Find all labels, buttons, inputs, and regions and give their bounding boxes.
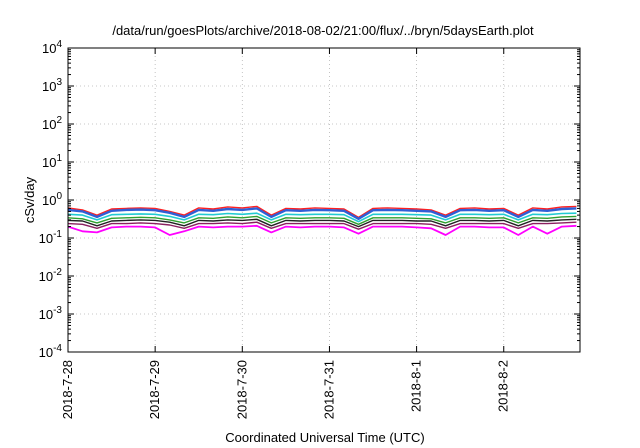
series-line <box>67 207 577 220</box>
y-tick-label: 101 <box>42 153 62 170</box>
x-tick-label: 2018-7-29 <box>147 360 162 419</box>
y-tick-label: 10-3 <box>39 305 63 322</box>
x-tick-label: 2018-7-30 <box>234 360 249 419</box>
y-axis-label: cSv/day <box>22 176 37 223</box>
y-tick-label: 10-2 <box>39 267 63 284</box>
chart-title: /data/run/goesPlots/archive/2018-08-02/2… <box>112 23 534 38</box>
series-line <box>67 221 577 230</box>
series-line <box>67 205 577 218</box>
series-line <box>67 224 577 236</box>
y-axis: 10-4 10-3 10-2 10-1 100 101 102 103 104 <box>39 39 580 360</box>
grid <box>68 48 580 352</box>
x-tick-label: 2018-8-2 <box>496 360 511 412</box>
y-tick-label: 103 <box>42 77 62 94</box>
series-line <box>67 212 577 223</box>
y-tick-label: 104 <box>42 39 62 56</box>
series-line <box>67 218 577 228</box>
series-group <box>67 205 577 236</box>
x-axis-label: Coordinated Universal Time (UTC) <box>225 430 424 445</box>
x-tick-label: 2018-7-28 <box>60 360 75 419</box>
y-tick-label: 100 <box>42 191 62 208</box>
series-line <box>67 215 577 225</box>
x-tick-label: 2018-7-31 <box>321 360 336 419</box>
y-tick-label: 10-4 <box>39 343 63 360</box>
y-tick-label: 10-1 <box>39 229 63 246</box>
x-axis: 2018-7-28 2018-7-29 2018-7-30 2018-7-31 2018… <box>60 48 511 419</box>
x-tick-label: 2018-8-1 <box>409 360 424 412</box>
y-tick-label: 102 <box>42 115 62 132</box>
